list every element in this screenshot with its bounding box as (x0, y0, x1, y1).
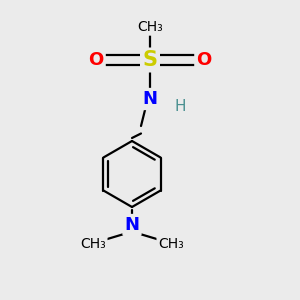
Text: O: O (196, 51, 211, 69)
Text: CH₃: CH₃ (158, 238, 184, 251)
Text: S: S (142, 50, 158, 70)
Text: CH₃: CH₃ (80, 238, 106, 251)
Text: O: O (88, 51, 104, 69)
Text: CH₃: CH₃ (137, 20, 163, 34)
Text: N: N (142, 90, 158, 108)
Text: H: H (174, 99, 186, 114)
Text: N: N (124, 216, 140, 234)
